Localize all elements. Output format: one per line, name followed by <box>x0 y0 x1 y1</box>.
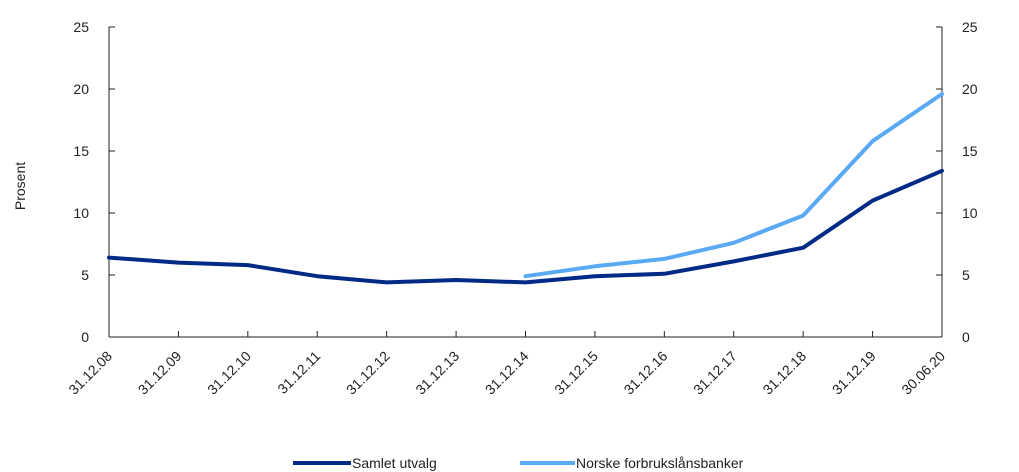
x-tick-label: 31.12.19 <box>829 348 879 398</box>
y-tick-label-right: 20 <box>962 81 978 97</box>
x-tick-label: 31.12.08 <box>65 348 115 398</box>
x-tick-label: 31.12.16 <box>621 348 671 398</box>
x-tick-label: 31.12.18 <box>759 348 809 398</box>
x-tick-label: 31.12.14 <box>482 348 532 398</box>
x-tick-label: 31.12.12 <box>343 348 393 398</box>
axes: 0 0 5 5 10 10 15 15 20 20 25 25 31.12.08 31.12.09 31.1… <box>65 19 978 398</box>
y-tick-label-left: 5 <box>81 267 89 283</box>
y-tick-label-right: 0 <box>962 329 970 345</box>
y-tick-label-left: 15 <box>73 143 89 159</box>
legend-label-1: Samlet utvalg <box>352 455 437 471</box>
series-line-1 <box>107 168 944 285</box>
y-tick-label-right: 5 <box>962 267 970 283</box>
y-tick-label-left: 10 <box>73 205 89 221</box>
y-axis-label: Prosent <box>12 162 28 210</box>
y-tick-label-left: 25 <box>73 19 89 35</box>
x-tick-label: 31.12.15 <box>551 348 601 398</box>
y-tick-label-left: 20 <box>73 81 89 97</box>
y-tick-label-right: 10 <box>962 205 978 221</box>
legend-label-2: Norske forbrukslånsbanker <box>576 455 744 471</box>
series-group <box>107 92 944 285</box>
x-tick-label: 31.12.09 <box>135 348 185 398</box>
y-tick-label-right: 25 <box>962 19 978 35</box>
y-tick-label-right: 15 <box>962 143 978 159</box>
x-tick-label: 31.12.11 <box>274 348 323 397</box>
y-tick-label-left: 0 <box>81 329 89 345</box>
x-tick-label: 30.06.20 <box>898 348 948 398</box>
x-tick-label: 31.12.10 <box>204 348 254 398</box>
x-tick-label: 31.12.17 <box>690 348 740 398</box>
x-tick-label: 31.12.13 <box>412 348 462 398</box>
series-line-2 <box>523 92 944 279</box>
legend: Samlet utvalg Norske forbrukslånsbanker <box>293 455 744 471</box>
